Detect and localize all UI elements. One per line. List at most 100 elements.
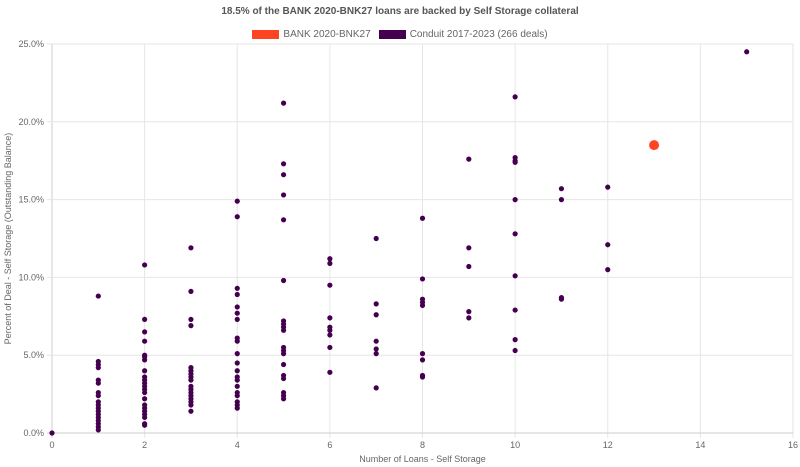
conduit-point [280, 361, 287, 368]
conduit-point [605, 267, 611, 273]
conduit-point [188, 316, 194, 323]
conduit-point [234, 285, 240, 291]
conduit-point [142, 396, 148, 402]
y-tick-label: 0.0% [23, 428, 44, 438]
x-tick-label: 8 [420, 440, 425, 450]
conduit-point [512, 231, 518, 237]
x-tick-label: 10 [510, 440, 520, 450]
legend-label-conduit: Conduit 2017-2023 (266 deals) [409, 29, 548, 40]
conduit-point [327, 332, 333, 338]
conduit-point [419, 374, 426, 380]
conduit-point [95, 380, 101, 386]
conduit-point [373, 312, 379, 318]
conduit-point [280, 375, 287, 382]
conduit-point [280, 100, 287, 106]
conduit-point [142, 329, 148, 335]
conduit-point [419, 302, 426, 309]
y-tick-label: 10.0% [18, 272, 44, 282]
conduit-point [188, 377, 194, 383]
legend-label-bank: BANK 2020-BNK27 [283, 29, 371, 40]
x-tick-label: 12 [603, 440, 613, 450]
conduit-point [466, 315, 472, 321]
conduit-point [95, 293, 101, 299]
conduit-point [373, 346, 379, 352]
x-tick-label: 6 [327, 440, 332, 450]
y-tick-label: 15.0% [18, 195, 44, 205]
conduit-point [605, 184, 611, 190]
x-tick-label: 4 [235, 440, 240, 450]
bank-point [649, 140, 660, 151]
legend-item-conduit[interactable]: Conduit 2017-2023 (266 deals) [378, 29, 548, 40]
x-tick-label: 2 [142, 440, 147, 450]
x-tick-label: 14 [695, 440, 705, 450]
y-tick-label: 20.0% [18, 117, 44, 127]
conduit-point [142, 357, 148, 363]
conduit-point [466, 156, 472, 162]
conduit-point [95, 393, 101, 399]
conduit-point [142, 422, 148, 428]
x-tick-label: 16 [788, 440, 798, 450]
conduit-point [234, 316, 240, 323]
conduit-point [558, 197, 565, 203]
conduit-point [466, 263, 472, 270]
conduit-point [234, 383, 240, 389]
legend: BANK 2020-BNK27 Conduit 2017-2023 (266 d… [0, 29, 800, 40]
conduit-point [188, 245, 194, 251]
conduit-point [142, 414, 148, 421]
conduit-point [373, 235, 379, 242]
conduit-point [234, 304, 240, 310]
legend-swatch-bank [252, 30, 280, 39]
conduit-point [512, 197, 518, 203]
conduit-point [373, 301, 379, 307]
conduit-point [188, 323, 194, 329]
conduit-point [142, 262, 148, 268]
conduit-point [373, 385, 379, 391]
conduit-point [142, 316, 148, 323]
conduit-point [234, 360, 240, 366]
conduit-point [512, 307, 518, 313]
conduit-point [327, 327, 333, 333]
conduit-point [466, 245, 472, 251]
conduit-point [744, 49, 750, 55]
conduit-point [558, 296, 565, 302]
conduit-point [605, 242, 611, 248]
y-tick-label: 25.0% [18, 39, 44, 49]
conduit-point [234, 310, 240, 316]
conduit-point [234, 214, 240, 220]
conduit-point [280, 277, 287, 284]
conduit-point [373, 338, 379, 344]
y-axis-label: Percent of Deal - Self Storage (Outstand… [3, 133, 13, 345]
conduit-point [512, 347, 518, 354]
conduit-point [142, 368, 148, 374]
conduit-point [512, 273, 518, 279]
conduit-point [280, 192, 287, 198]
conduit-point [95, 427, 101, 433]
conduit-point [280, 172, 287, 178]
legend-swatch-conduit [378, 30, 406, 39]
conduit-point [234, 368, 240, 374]
conduit-point [234, 338, 240, 344]
conduit-point [280, 327, 287, 333]
conduit-point [234, 198, 240, 204]
conduit-point [419, 276, 426, 282]
conduit-point [49, 430, 55, 436]
conduit-point [234, 377, 240, 383]
conduit-point [188, 288, 194, 295]
conduit-point [234, 393, 240, 399]
conduit-point [512, 94, 518, 100]
conduit-point [373, 351, 379, 357]
conduit-point [234, 291, 240, 298]
y-tick-label: 5.0% [23, 350, 44, 360]
conduit-point [327, 282, 333, 288]
conduit-point [280, 161, 287, 167]
conduit-point [558, 186, 565, 192]
conduit-point [188, 402, 194, 408]
conduit-point [466, 309, 472, 315]
conduit-point [327, 344, 333, 351]
legend-item-bank[interactable]: BANK 2020-BNK27 [252, 29, 371, 40]
conduit-point [327, 315, 333, 321]
conduit-point [142, 338, 148, 344]
conduit-point [280, 351, 287, 357]
